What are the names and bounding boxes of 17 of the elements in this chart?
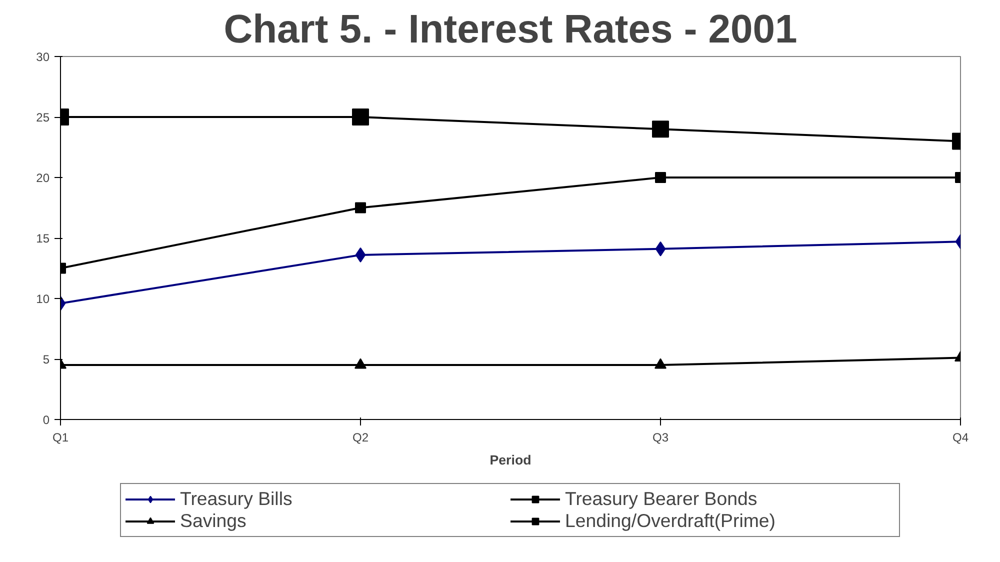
y-tick-label: 5 [42,352,50,366]
legend-label: Treasury Bearer Bonds [565,488,758,510]
y-tick-label: 10 [36,292,50,306]
y-tick-label: 0 [42,413,50,427]
y-tick-label: 25 [36,110,50,124]
legend-label: Savings [180,510,248,532]
legend-label: Lending/Overdraft(Prime) [565,510,776,532]
x-tick-label: Q1 [52,430,69,444]
x-tick-label: Q3 [652,430,669,444]
y-tick-label: 30 [36,50,50,64]
y-tick-label: 20 [36,171,50,185]
x-tick-label: Q2 [352,430,369,444]
y-tick-label: 15 [36,232,50,246]
legend-label: Treasury Bills [180,488,294,510]
chart-title: Chart 5. - Interest Rates - 2001 [224,8,798,52]
x-axis-title: Period [490,452,532,468]
x-tick-label: Q4 [952,430,969,444]
